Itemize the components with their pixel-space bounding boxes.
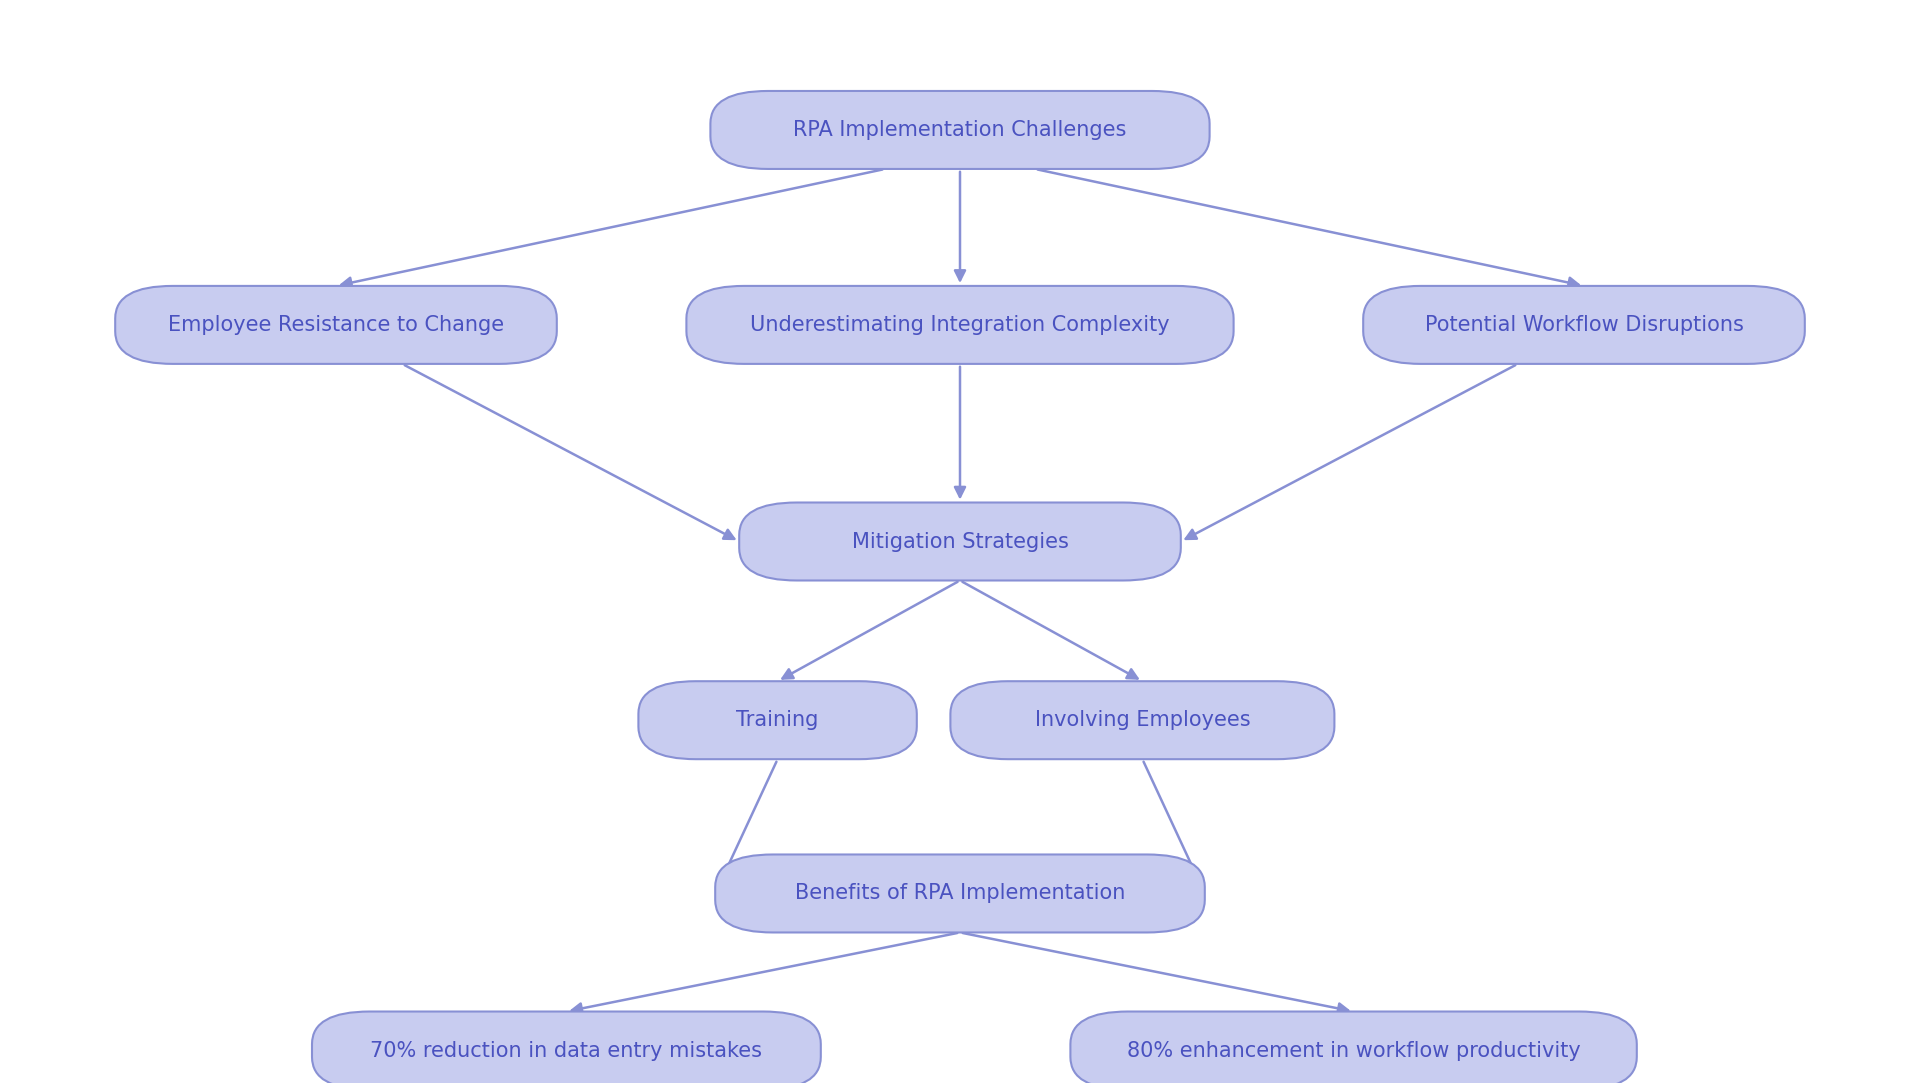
FancyBboxPatch shape <box>710 91 1210 169</box>
FancyBboxPatch shape <box>115 286 557 364</box>
FancyBboxPatch shape <box>1363 286 1805 364</box>
Text: Employee Resistance to Change: Employee Resistance to Change <box>167 315 505 335</box>
FancyBboxPatch shape <box>637 681 918 759</box>
FancyBboxPatch shape <box>714 854 1206 932</box>
Text: Mitigation Strategies: Mitigation Strategies <box>852 532 1068 551</box>
Text: 70% reduction in data entry mistakes: 70% reduction in data entry mistakes <box>371 1041 762 1060</box>
FancyBboxPatch shape <box>1071 1012 1636 1083</box>
Text: 80% enhancement in workflow productivity: 80% enhancement in workflow productivity <box>1127 1041 1580 1060</box>
Text: Underestimating Integration Complexity: Underestimating Integration Complexity <box>751 315 1169 335</box>
Text: Training: Training <box>737 710 818 730</box>
Text: Potential Workflow Disruptions: Potential Workflow Disruptions <box>1425 315 1743 335</box>
FancyBboxPatch shape <box>311 1012 822 1083</box>
FancyBboxPatch shape <box>687 286 1235 364</box>
Text: Involving Employees: Involving Employees <box>1035 710 1250 730</box>
FancyBboxPatch shape <box>739 503 1181 580</box>
Text: Benefits of RPA Implementation: Benefits of RPA Implementation <box>795 884 1125 903</box>
Text: RPA Implementation Challenges: RPA Implementation Challenges <box>793 120 1127 140</box>
FancyBboxPatch shape <box>950 681 1334 759</box>
